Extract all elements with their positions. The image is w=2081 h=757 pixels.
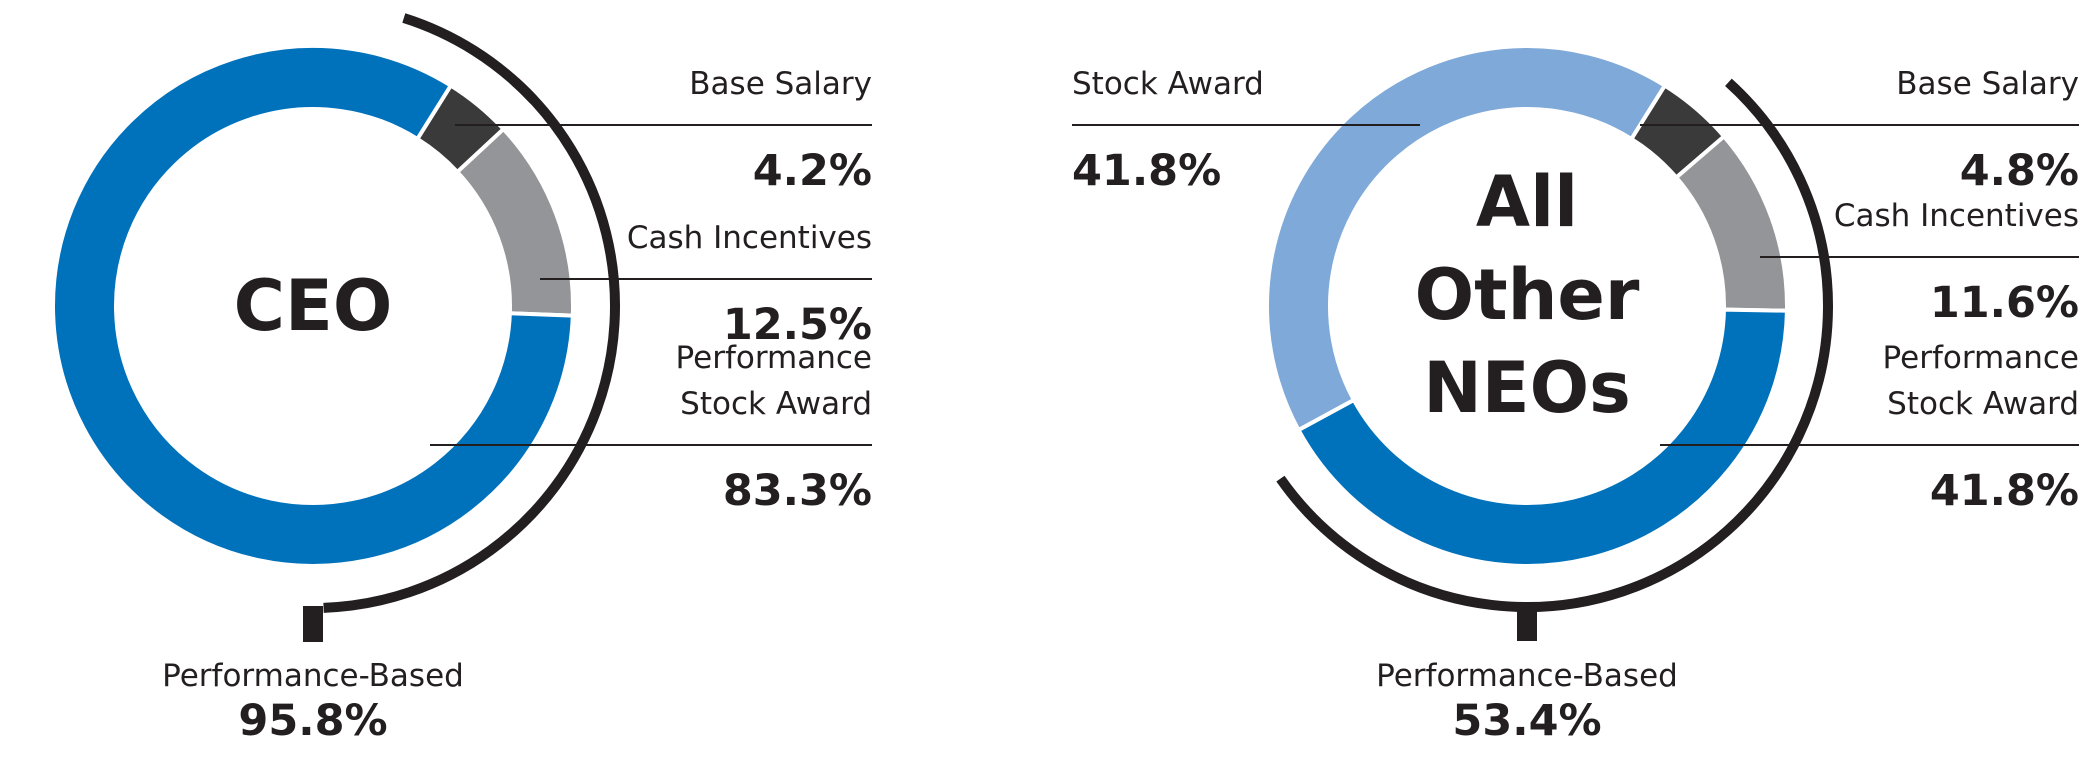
segment-label: Performance — [676, 340, 872, 376]
segment-label: Stock Award — [1887, 386, 2079, 422]
performance-based-label: Performance-Based — [1376, 658, 1678, 694]
segment-cash-incentives — [1673, 133, 1789, 313]
segment-performance-stock-award — [1295, 307, 1789, 569]
performance-based-value: 95.8% — [238, 696, 387, 746]
center-title: All — [1476, 161, 1578, 243]
segment-cash-incentives — [454, 126, 575, 318]
segment-label: Cash Incentives — [627, 220, 872, 256]
center-title: Other — [1415, 254, 1640, 336]
center-title: CEO — [234, 265, 393, 347]
center-title: NEOs — [1423, 347, 1631, 429]
segment-value-label: 41.8% — [1072, 146, 1221, 196]
performance-bracket-stem — [303, 606, 323, 642]
segment-value-label: 41.8% — [1930, 466, 2079, 516]
segment-label: Base Salary — [1896, 66, 2079, 102]
segment-stock-award — [1265, 44, 1668, 433]
segment-performance-stock-award — [51, 44, 575, 568]
performance-bracket-stem — [1517, 605, 1537, 641]
segment-value-label: 4.8% — [1960, 146, 2079, 196]
segment-value-label: 11.6% — [1930, 278, 2079, 328]
segment-label: Stock Award — [1072, 66, 1264, 102]
performance-bracket-arc — [1276, 78, 1833, 612]
performance-based-label: Performance-Based — [162, 658, 464, 694]
performance-bracket-arc — [323, 77, 620, 613]
donut-chart-all-other-neos: All Other NEOs Base Salary 4.8%Cash Incentiv… — [1072, 44, 2079, 746]
performance-based-value: 53.4% — [1452, 696, 1601, 746]
segment-label: Stock Award — [680, 386, 872, 422]
segment-label: Performance — [1883, 340, 2079, 376]
segment-value-label: 12.5% — [723, 300, 872, 350]
segment-label: Cash Incentives — [1834, 198, 2079, 234]
segment-label: Base Salary — [689, 66, 872, 102]
segment-value-label: 83.3% — [723, 466, 872, 516]
segment-value-label: 4.2% — [753, 146, 872, 196]
